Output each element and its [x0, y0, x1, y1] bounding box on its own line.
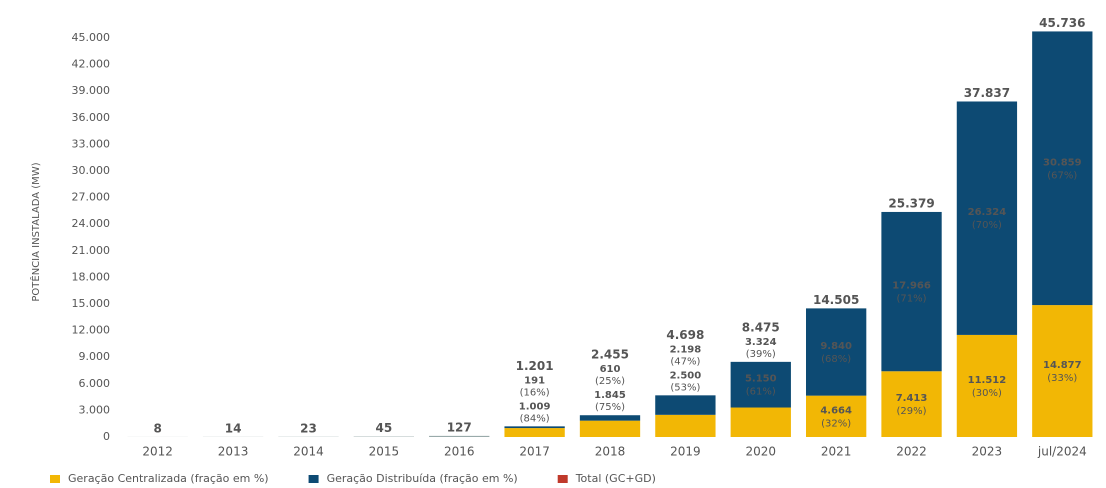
y-tick-label: 39.000 — [72, 84, 111, 97]
value-label: 4.664 — [820, 405, 852, 416]
x-tick-label: 2015 — [369, 445, 400, 459]
bar-segment — [956, 101, 1018, 335]
total-label: 37.837 — [964, 86, 1010, 100]
share-label: (67%) — [1047, 170, 1077, 181]
share-label: (75%) — [595, 402, 625, 413]
bar-segment — [806, 308, 867, 396]
share-label: (61%) — [746, 387, 776, 398]
legend-label: Total (GC+GD) — [575, 472, 656, 485]
bar-segment — [504, 426, 565, 429]
legend-swatch — [557, 475, 568, 483]
share-label: (25%) — [595, 376, 625, 387]
y-tick-label: 30.000 — [72, 164, 111, 177]
x-tick-label: 2021 — [821, 445, 852, 459]
x-tick-label: 2017 — [519, 445, 550, 459]
value-label: 11.512 — [968, 375, 1007, 386]
y-tick-label: 18.000 — [72, 270, 111, 283]
share-label: (30%) — [972, 388, 1002, 399]
share-label: (53%) — [670, 382, 700, 393]
legend-swatch — [308, 475, 319, 483]
share-label: (84%) — [520, 413, 550, 424]
share-label: (33%) — [1047, 373, 1077, 384]
value-label: 2.500 — [670, 370, 702, 381]
share-label: (47%) — [670, 356, 700, 367]
value-label: 7.413 — [896, 393, 928, 404]
bar-segment — [655, 395, 716, 415]
x-tick-label: 2016 — [444, 445, 475, 459]
total-label: 45.736 — [1039, 16, 1085, 30]
share-label: (29%) — [897, 406, 927, 417]
total-label: 23 — [300, 421, 317, 435]
total-label: 8.475 — [742, 320, 780, 334]
total-label: 14 — [225, 421, 242, 435]
total-label: 127 — [447, 420, 472, 434]
bar-segment — [881, 211, 942, 372]
y-axis-label: POTÊNCIA INSTALADA (MW) — [29, 162, 42, 301]
y-tick-label: 24.000 — [72, 217, 111, 230]
x-tick-label: 2023 — [972, 445, 1003, 459]
y-tick-label: 33.000 — [72, 137, 111, 150]
y-tick-label: 3.000 — [79, 403, 111, 416]
share-label: (39%) — [746, 349, 776, 360]
y-tick-label: 21.000 — [72, 244, 111, 257]
total-label: 25.379 — [888, 196, 934, 210]
share-label: (71%) — [897, 294, 927, 305]
x-tick-label: jul/2024 — [1037, 445, 1087, 459]
share-label: (70%) — [972, 220, 1002, 231]
x-tick-label: 2019 — [670, 445, 701, 459]
y-tick-label: 6.000 — [79, 377, 111, 390]
value-label: 2.198 — [670, 344, 702, 355]
y-tick-label: 15.000 — [72, 297, 111, 310]
legend-swatch — [50, 475, 60, 483]
value-label: 5.150 — [745, 374, 777, 385]
value-label: 610 — [600, 364, 621, 375]
bar-segment — [579, 415, 641, 421]
legend-label: Geração Distribuída (fração em %) — [327, 472, 518, 485]
bar-segment — [806, 395, 867, 437]
bar-segment — [504, 428, 565, 437]
share-label: (68%) — [821, 354, 851, 365]
y-tick-label: 9.000 — [79, 350, 111, 363]
bar-segment — [655, 414, 716, 437]
value-label: 9.840 — [820, 341, 852, 352]
value-label: 14.877 — [1043, 360, 1082, 371]
x-tick-label: 2022 — [896, 445, 927, 459]
x-tick-label: 2013 — [218, 445, 249, 459]
total-label: 2.455 — [591, 348, 629, 362]
bar-segment — [579, 420, 641, 437]
total-label: 45 — [375, 421, 392, 435]
total-label: 4.698 — [666, 328, 704, 342]
y-tick-label: 36.000 — [72, 111, 111, 124]
y-tick-label: 42.000 — [72, 58, 111, 71]
value-label: 17.966 — [892, 281, 931, 292]
bar-segment — [730, 361, 791, 408]
share-label: (16%) — [520, 387, 550, 398]
total-label: 14.505 — [813, 293, 859, 307]
y-tick-label: 45.000 — [72, 31, 111, 44]
value-label: 30.859 — [1043, 157, 1082, 168]
x-tick-label: 2012 — [142, 445, 173, 459]
value-label: 3.324 — [745, 337, 777, 348]
legend-label: Geração Centralizada (fração em %) — [68, 472, 269, 485]
x-tick-label: 2020 — [745, 445, 776, 459]
value-label: 1.009 — [519, 401, 551, 412]
y-tick-label: 27.000 — [72, 191, 111, 204]
bar-segment — [1032, 31, 1093, 306]
y-tick-label: 12.000 — [72, 324, 111, 337]
bar-segment — [1032, 305, 1093, 437]
total-label: 8 — [154, 421, 162, 435]
x-tick-label: 2018 — [595, 445, 626, 459]
bar-segment — [730, 407, 791, 437]
value-label: 26.324 — [968, 207, 1007, 218]
total-bar — [429, 435, 490, 437]
share-label: (32%) — [821, 418, 851, 429]
x-tick-label: 2014 — [293, 445, 324, 459]
total-label: 1.201 — [516, 359, 554, 373]
y-tick-label: 0 — [103, 430, 110, 443]
bar-segment — [956, 334, 1018, 437]
value-label: 191 — [524, 375, 545, 386]
value-label: 1.845 — [594, 390, 626, 401]
bar-segment — [881, 371, 942, 437]
